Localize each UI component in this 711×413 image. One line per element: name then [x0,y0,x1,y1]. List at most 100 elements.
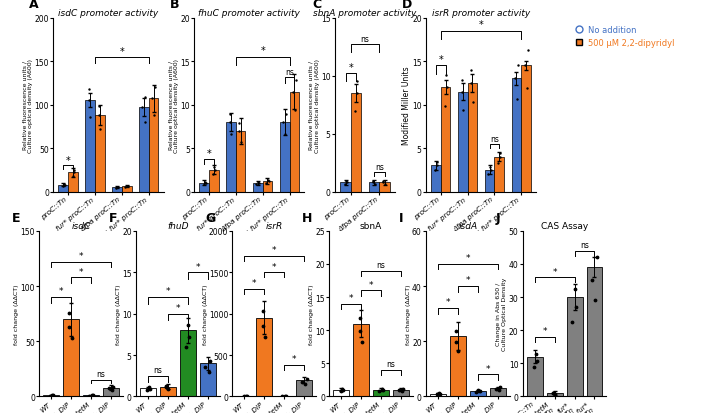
Point [119,185,131,191]
Point [137,104,148,111]
Point [530,350,541,357]
Point [279,393,291,400]
Text: *: * [65,155,70,165]
Point [378,178,389,185]
Text: *: * [196,262,200,271]
Point [103,385,114,392]
Point [68,167,80,174]
Text: D: D [402,0,412,11]
Point [86,392,97,399]
Point [234,121,245,127]
Point [199,179,210,185]
Point [350,108,361,115]
Point [378,180,389,186]
Text: *: * [176,303,180,312]
Point [356,339,368,345]
Bar [112,188,122,192]
Point [139,120,150,126]
Text: *: * [349,293,353,302]
Y-axis label: fold change (ΔΔCT): fold change (ΔΔCT) [14,284,19,344]
Point [397,386,409,393]
Bar [180,330,196,396]
Point [289,107,301,114]
Point [513,62,524,69]
Bar [85,101,95,192]
Point [434,391,446,397]
Text: *: * [479,20,483,30]
Text: ns: ns [375,162,384,171]
Point [466,80,477,87]
Text: *: * [486,364,490,373]
Point [341,178,352,185]
Y-axis label: Relative fluorescence units /
Culture optical density (A600): Relative fluorescence units / Culture op… [309,58,320,152]
Point [484,164,496,171]
Text: *: * [272,262,277,271]
Point [336,386,348,393]
Text: A: A [29,0,38,11]
Point [473,387,484,394]
Bar [547,393,562,396]
Point [456,89,467,95]
Text: ns: ns [580,240,589,249]
Text: *: * [166,287,170,296]
Bar [512,79,521,192]
Point [204,358,215,364]
Point [234,128,245,135]
Point [57,183,68,190]
Point [522,48,533,55]
Point [493,387,505,394]
Bar [458,92,468,192]
Y-axis label: fold change (ΔΔCT): fold change (ΔΔCT) [116,284,121,344]
Point [453,348,464,354]
Text: H: H [302,211,313,224]
Point [184,334,196,340]
Bar [441,88,450,192]
Point [281,393,292,400]
Bar [430,394,446,396]
Text: *: * [552,267,557,276]
Y-axis label: Change in Abs 630 /
Culture Optical Density: Change in Abs 630 / Culture Optical Dens… [496,277,507,351]
Point [240,393,251,400]
Point [528,363,540,370]
Point [235,139,247,145]
Point [64,310,75,316]
Bar [160,387,176,396]
Bar [567,297,582,396]
Point [397,388,408,395]
Point [373,388,385,395]
Point [547,390,559,397]
Point [251,182,262,188]
Point [509,76,520,83]
Point [252,179,264,185]
Point [494,150,506,157]
Point [45,392,56,399]
Point [122,183,133,190]
Title: CAS Assay: CAS Assay [541,221,588,230]
Point [180,344,191,350]
Point [260,180,272,187]
Point [253,180,264,187]
Title: sbnA promoter activity: sbnA promoter activity [314,9,417,18]
Bar [209,170,218,192]
Bar [468,83,477,192]
Text: *: * [119,47,124,57]
Point [369,181,380,188]
Point [161,382,172,389]
Title: sbnA: sbnA [360,221,383,230]
Bar [122,187,132,192]
Point [143,384,154,391]
Point [368,180,379,186]
Point [354,315,365,321]
Point [112,184,123,190]
Point [591,254,602,261]
Point [140,95,151,101]
Bar [353,324,369,396]
Point [380,181,391,188]
Point [46,392,58,399]
Point [492,160,503,167]
Text: *: * [59,287,63,296]
Y-axis label: Modified Miller Units: Modified Miller Units [402,66,411,145]
Point [300,381,311,387]
Text: ns: ns [387,359,395,368]
Point [48,392,59,399]
